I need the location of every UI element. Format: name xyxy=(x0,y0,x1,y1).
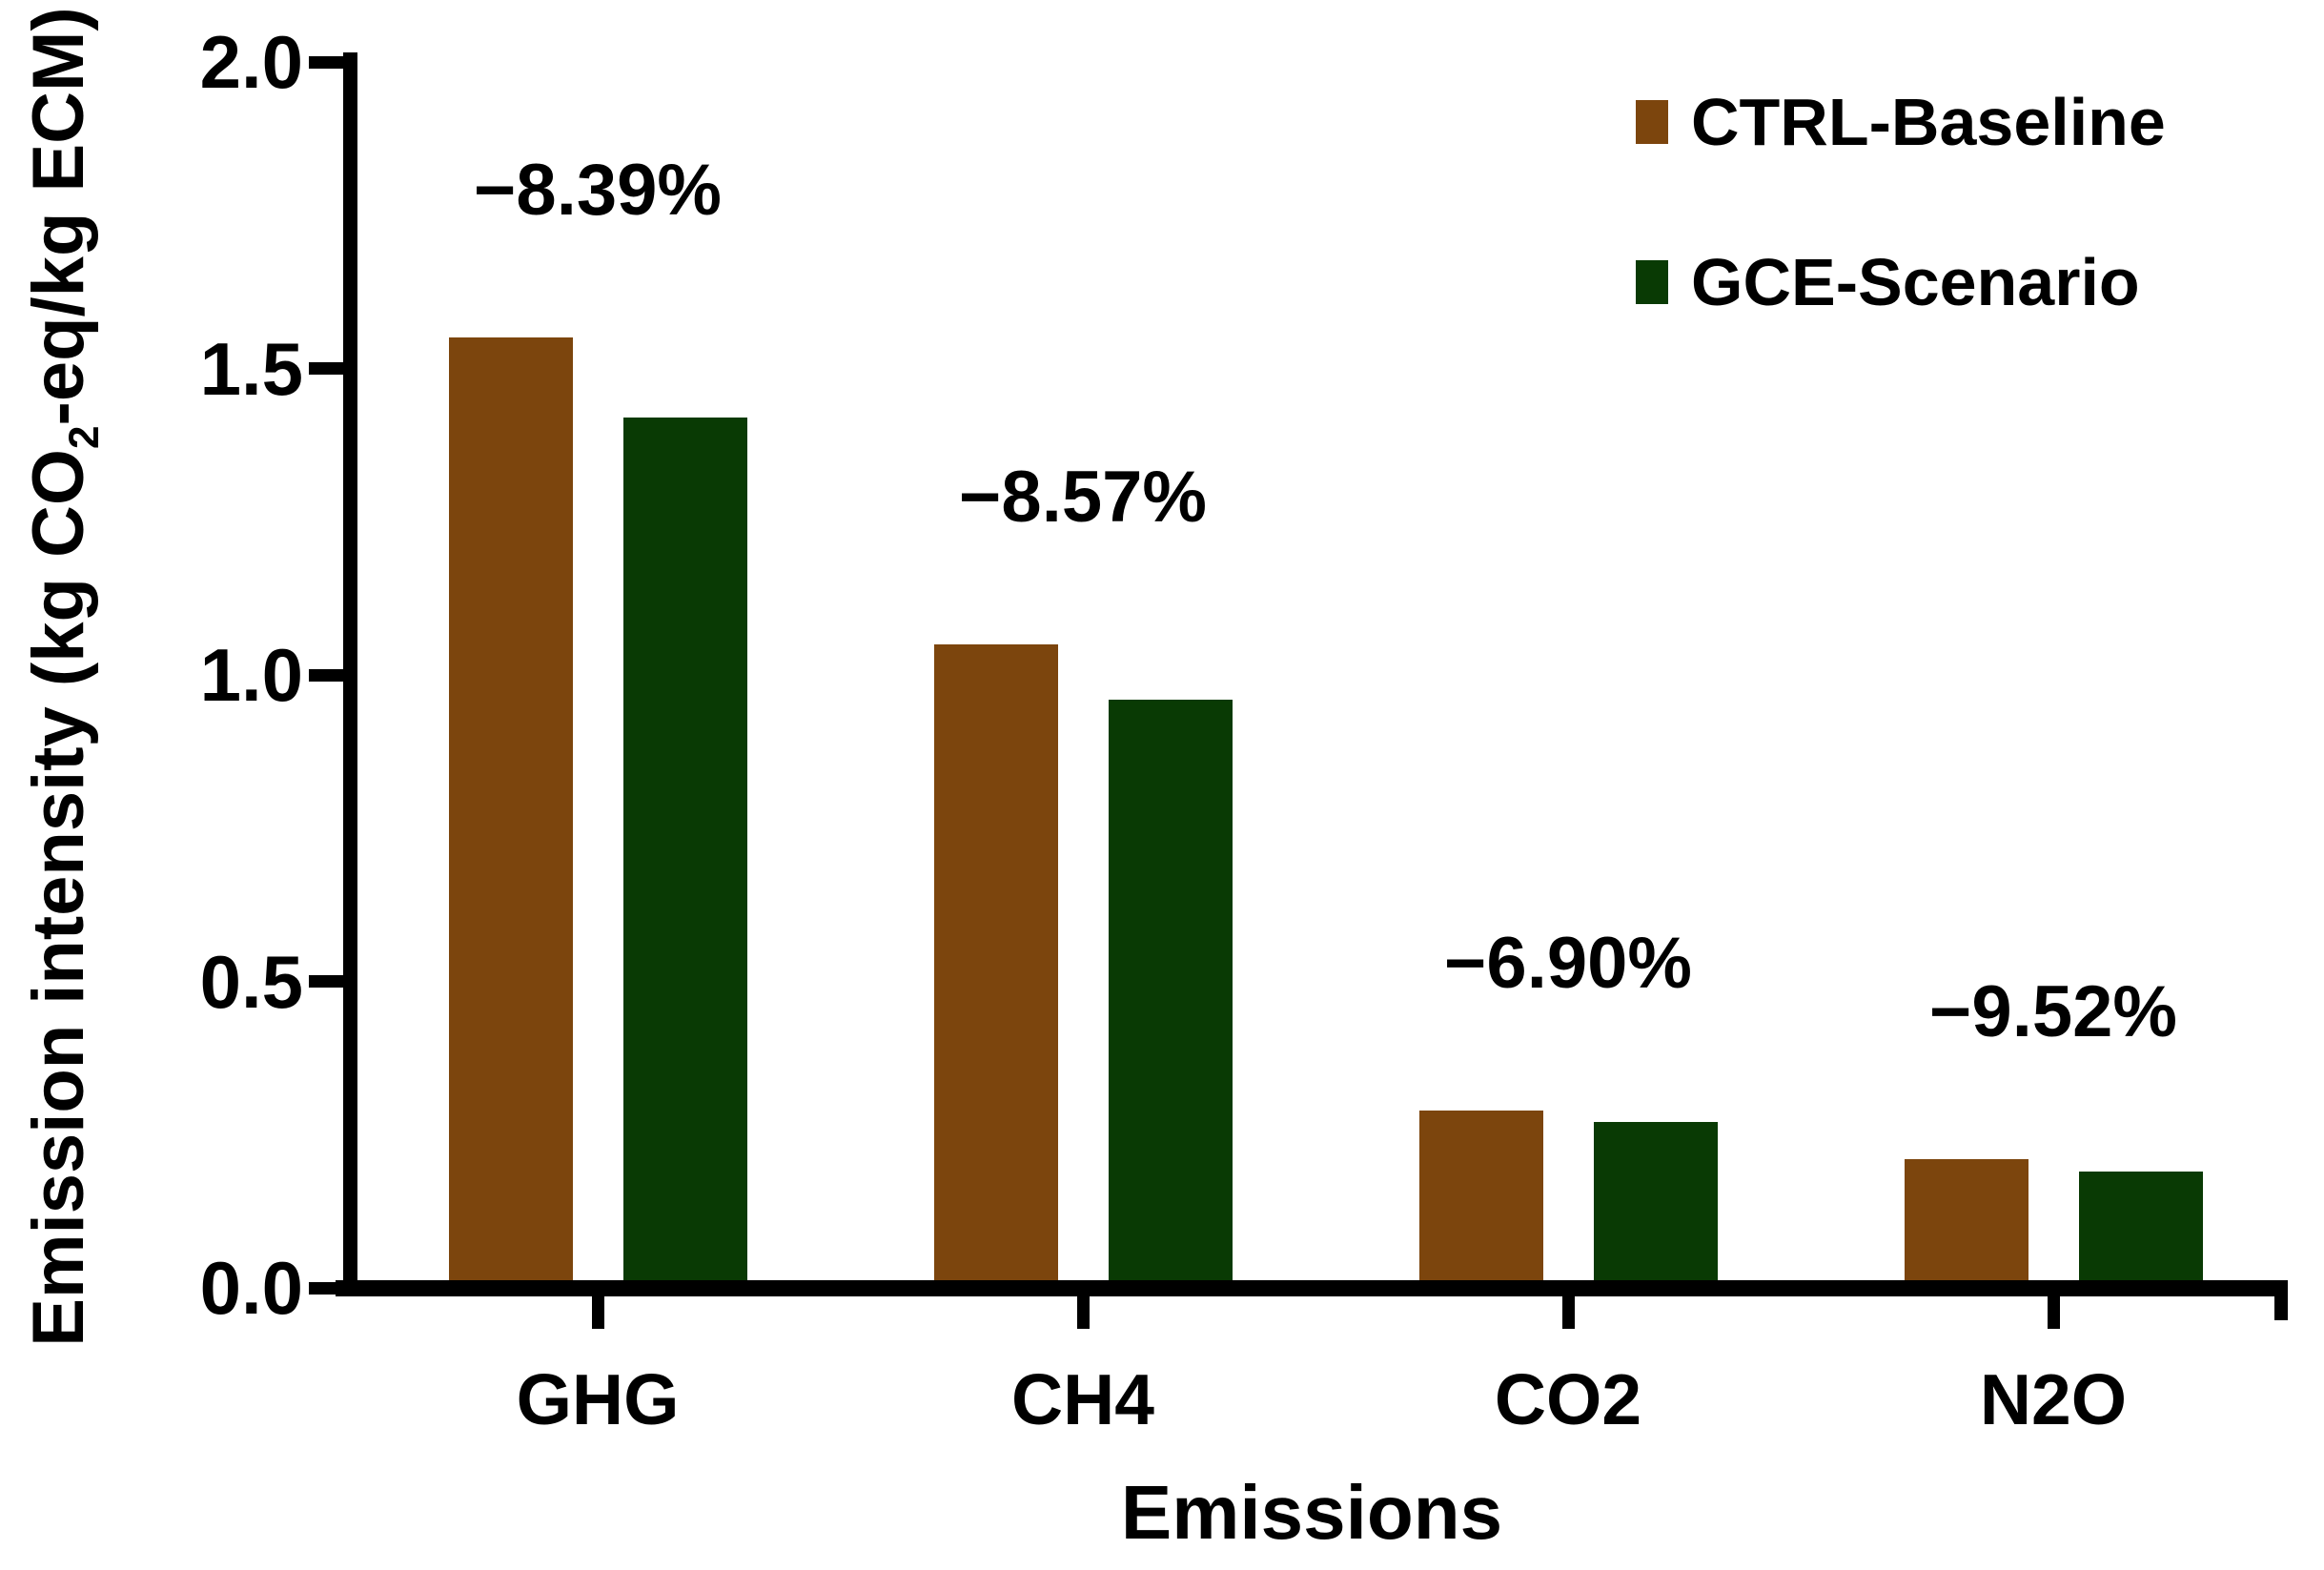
y-axis-line xyxy=(343,52,357,1295)
bar-n2o-gce-scenario xyxy=(2078,1172,2203,1288)
annotation-ghg: −8.39% xyxy=(474,150,722,231)
y-tick-label-0.0: 0.0 xyxy=(199,1246,303,1330)
bar-co2-ctrl-baseline xyxy=(1418,1111,1543,1288)
category-tick-co2 xyxy=(1561,1296,1575,1329)
annotation-ch4: −8.57% xyxy=(959,457,1207,538)
x-axis-title: Emissions xyxy=(1120,1470,1503,1555)
x-axis-end-tick xyxy=(2274,1280,2288,1320)
legend-label-gce-scenario: GCE-Scenario xyxy=(1691,245,2140,319)
category-tick-ch4 xyxy=(1076,1296,1090,1329)
annotation-n2o: −9.52% xyxy=(1929,971,2177,1052)
y-axis-title: Emission intensity (kg CO2-eq/kg ECM) xyxy=(15,0,108,1373)
y-tick-0.0 xyxy=(309,1281,343,1295)
x-axis-line xyxy=(336,1280,2288,1296)
y-tick-label-1.5: 1.5 xyxy=(199,326,303,411)
category-label-ch4: CH4 xyxy=(1010,1359,1155,1439)
bar-co2-gce-scenario xyxy=(1593,1122,1718,1288)
annotation-co2: −6.90% xyxy=(1444,923,1692,1004)
legend-swatch-ctrl-baseline xyxy=(1636,100,1668,144)
bar-ghg-ctrl-baseline xyxy=(448,337,573,1288)
category-label-ghg: GHG xyxy=(516,1359,680,1439)
y-axis-title-post: -eq/kg ECM) xyxy=(18,7,99,426)
y-tick-label-1.0: 1.0 xyxy=(199,633,303,717)
y-tick-0.5 xyxy=(309,975,343,988)
legend-swatch-gce-scenario xyxy=(1636,260,1668,304)
category-tick-ghg xyxy=(591,1296,604,1329)
y-tick-label-2.0: 2.0 xyxy=(199,20,303,104)
y-tick-1.5 xyxy=(309,362,343,375)
bar-ch4-gce-scenario xyxy=(1108,700,1233,1288)
y-tick-label-0.5: 0.5 xyxy=(199,939,303,1024)
category-tick-n2o xyxy=(2047,1296,2060,1329)
y-axis-title-pre: Emission intensity (kg CO xyxy=(18,448,99,1347)
legend-label-ctrl-baseline: CTRL-Baseline xyxy=(1691,85,2166,159)
legend-item-gce-scenario: GCE-Scenario xyxy=(1636,248,2140,316)
bar-ghg-gce-scenario xyxy=(622,418,747,1288)
category-label-n2o: N2O xyxy=(1979,1359,2128,1439)
y-tick-2.0 xyxy=(309,55,343,69)
bar-ch4-ctrl-baseline xyxy=(933,644,1058,1288)
y-tick-1.0 xyxy=(309,668,343,682)
bar-n2o-ctrl-baseline xyxy=(1904,1159,2028,1288)
legend-item-ctrl-baseline: CTRL-Baseline xyxy=(1636,88,2166,156)
y-axis-title-sub: 2 xyxy=(61,425,109,449)
category-label-co2: CO2 xyxy=(1494,1359,1642,1439)
